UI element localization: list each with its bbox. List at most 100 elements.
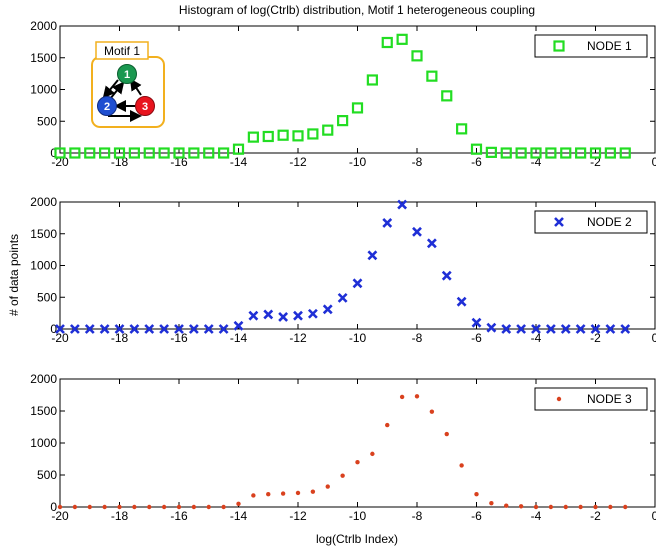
data-point — [367, 250, 378, 261]
data-point — [203, 324, 214, 334]
data-point — [382, 218, 393, 228]
x-tick-label: -16 — [170, 331, 188, 345]
data-point — [426, 238, 437, 249]
data-point — [280, 491, 286, 496]
data-point — [263, 309, 274, 320]
x-tick-label: -8 — [412, 155, 423, 169]
data-point — [132, 504, 137, 510]
data-point — [307, 128, 319, 140]
figure-title: Histogram of log(Ctrlb) distribution, Mo… — [179, 3, 535, 17]
data-point — [143, 147, 155, 159]
data-point — [158, 147, 170, 159]
data-point — [456, 123, 468, 135]
data-point — [295, 490, 301, 496]
data-point — [72, 504, 78, 510]
data-point — [173, 147, 185, 159]
data-point — [232, 143, 245, 155]
data-point — [337, 115, 349, 127]
y-tick-label: 1500 — [30, 227, 57, 241]
x-tick-label: -12 — [289, 331, 307, 345]
motif-node-2 — [97, 96, 117, 116]
y-tick-label: 2000 — [30, 195, 57, 209]
data-point — [516, 324, 527, 334]
y-tick-label: 1000 — [30, 259, 57, 273]
data-point — [206, 504, 211, 510]
x-tick-label: -6 — [471, 331, 482, 345]
x-tick-label: -2 — [590, 509, 601, 523]
data-point — [233, 320, 244, 331]
data-point — [474, 492, 479, 497]
y-tick-label: 2000 — [30, 19, 57, 33]
data-point — [411, 50, 423, 62]
data-point — [456, 296, 467, 307]
data-point — [247, 131, 259, 143]
data-point — [188, 147, 200, 159]
edge-3-to-1 — [129, 78, 142, 96]
motif-inset: Motif 1 1 2 3 — [91, 41, 165, 128]
y-tick-label: 500 — [37, 290, 57, 304]
y-tick-label: 1500 — [30, 51, 57, 65]
data-point — [530, 147, 542, 159]
x-tick-label: -8 — [412, 509, 423, 523]
y-tick-label: 500 — [37, 468, 57, 482]
data-point — [248, 310, 259, 321]
x-tick-label: -6 — [471, 509, 482, 523]
data-point — [251, 493, 256, 498]
data-point — [533, 504, 539, 510]
data-point — [84, 147, 96, 159]
y-tick-label: 0 — [50, 322, 57, 336]
x-tick-label: -8 — [412, 331, 423, 345]
x-tick-label: -12 — [289, 509, 307, 523]
data-point — [292, 130, 304, 142]
motif-label: Motif 1 — [104, 44, 140, 58]
data-point — [605, 324, 616, 334]
data-point — [429, 409, 435, 414]
data-point — [366, 74, 378, 86]
legend-label: NODE 1 — [587, 39, 632, 53]
data-point — [307, 308, 318, 319]
data-point — [203, 147, 215, 159]
x-tick-label: -2 — [590, 155, 601, 169]
legend-label: NODE 2 — [587, 215, 632, 229]
data-point — [560, 324, 571, 334]
data-point — [471, 317, 482, 328]
x-tick-label: 0 — [652, 331, 656, 345]
data-point — [500, 147, 512, 159]
x-tick-label: -4 — [531, 509, 542, 523]
data-point — [589, 147, 602, 159]
data-point — [218, 147, 230, 159]
x-tick-label: -16 — [170, 509, 188, 523]
data-point — [69, 147, 81, 159]
x-tick-label: -4 — [531, 155, 542, 169]
motif-node-3 — [135, 96, 155, 116]
data-point — [486, 322, 497, 333]
data-point — [266, 492, 271, 497]
data-point — [55, 324, 65, 334]
data-point — [518, 504, 524, 509]
data-point — [54, 147, 66, 159]
data-point — [560, 147, 572, 159]
data-point — [117, 504, 122, 510]
data-point — [221, 504, 226, 510]
x-tick-label: -4 — [531, 331, 542, 345]
data-point — [191, 504, 197, 510]
data-point — [99, 324, 110, 334]
data-point — [99, 147, 111, 159]
data-point — [381, 36, 393, 49]
data-point — [501, 324, 512, 334]
data-point — [470, 143, 483, 155]
motif-node-3-label: 3 — [142, 101, 148, 113]
subplot-3: -20 -18 -16 -14 -12 -10 -8 -6 -4 -2 00500100015002… — [30, 372, 656, 523]
data-point — [563, 504, 568, 510]
motif-node-2-label: 2 — [104, 101, 110, 113]
subplot-2: -20 -18 -16 -14 -12 -10 -8 -6 -4 -2 00500100015002… — [30, 195, 656, 345]
x-tick-label: -18 — [111, 331, 129, 345]
motif-node-1 — [117, 64, 137, 84]
data-point — [489, 500, 494, 506]
data-point — [426, 70, 438, 82]
y-tick-label: 2000 — [30, 372, 57, 386]
y-axis-label: # of data points — [7, 234, 21, 316]
data-point — [412, 226, 422, 237]
y-tick-label: 0 — [50, 146, 57, 160]
